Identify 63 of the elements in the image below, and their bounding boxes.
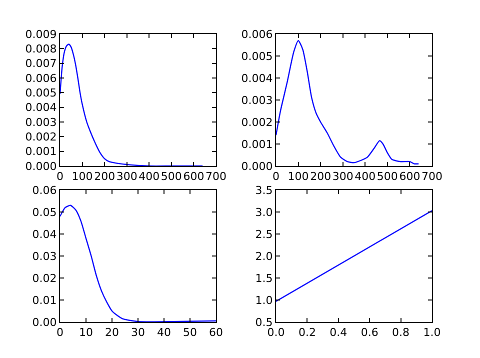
x-tick-label: 0.2 [298,326,316,340]
y-tick-label: 0.03 [32,250,57,263]
x-tick-label: 500 [376,170,398,184]
y-tick-label: 0.005 [241,50,273,63]
y-tick-label: 0.003 [241,94,273,107]
x-tick-label: 200 [310,170,332,184]
y-tick-label: 0.5 [255,316,273,329]
y-tick-label: 0.04 [32,228,57,241]
x-tick-label: 20 [105,326,119,340]
y-tick-label: 0.001 [241,138,273,151]
y-tick-label: 0.05 [32,206,57,219]
x-tick-label: 0 [272,170,280,184]
x-tick-label: 40 [157,326,171,340]
x-tick-label: 100 [72,170,93,184]
x-tick-label: 0.8 [392,326,410,340]
line-series [60,204,216,322]
x-tick-label: 0 [56,170,64,184]
line-series [276,40,420,164]
y-tick-label: 0.004 [241,72,273,85]
x-tick-label: 60 [209,326,223,340]
x-tick-label: 0.0 [267,326,285,340]
x-tick-label: 0.6 [360,326,378,340]
y-tick-label: 0.009 [25,28,57,41]
x-tick-label: 700 [422,170,442,184]
y-tick-label: 0.06 [32,184,57,197]
x-tick-label: 200 [94,170,116,184]
x-tick-label: 100 [288,170,309,184]
x-tick-label: 300 [116,170,138,184]
y-tick-label: 2.0 [255,250,273,263]
y-tick-label: 0.006 [241,28,273,41]
y-tick-label: 0.006 [25,72,57,85]
x-tick-label: 10 [79,326,93,340]
y-tick-label: 0.002 [241,116,273,129]
y-tick-label: 3.0 [255,206,273,219]
x-tick-label: 600 [399,170,420,184]
y-tick-label: 1.5 [255,272,273,285]
y-tick-label: 0.002 [25,130,57,144]
x-tick-label: 400 [354,170,376,184]
x-tick-label: 30 [131,326,145,340]
y-tick-label: 0.000 [241,160,273,173]
y-tick-label: 3.5 [255,184,273,197]
x-tick-label: 600 [183,170,204,184]
y-tick-label: 0.004 [25,101,57,114]
y-tick-label: 0.007 [25,57,57,70]
y-tick-label: 0.008 [25,42,57,56]
y-tick-label: 0.001 [25,145,57,158]
y-tick-label: 0.02 [32,272,57,285]
x-tick-label: 300 [332,170,354,184]
y-tick-label: 0.005 [25,86,57,100]
y-tick-label: 1.0 [255,294,273,307]
y-tick-label: 0.00 [32,316,57,329]
x-tick-label: 700 [206,170,226,184]
y-tick-label: 0.003 [25,116,57,129]
x-tick-label: 500 [160,170,182,184]
line-series [60,44,204,166]
x-tick-label: 400 [138,170,160,184]
x-tick-label: 1.0 [423,326,441,340]
x-tick-label: 0 [56,326,64,340]
x-tick-label: 0.4 [330,326,348,340]
y-tick-label: 0.000 [25,160,57,173]
y-tick-label: 0.01 [32,294,57,307]
x-tick-label: 50 [183,326,197,340]
y-tick-label: 2.5 [255,228,273,241]
